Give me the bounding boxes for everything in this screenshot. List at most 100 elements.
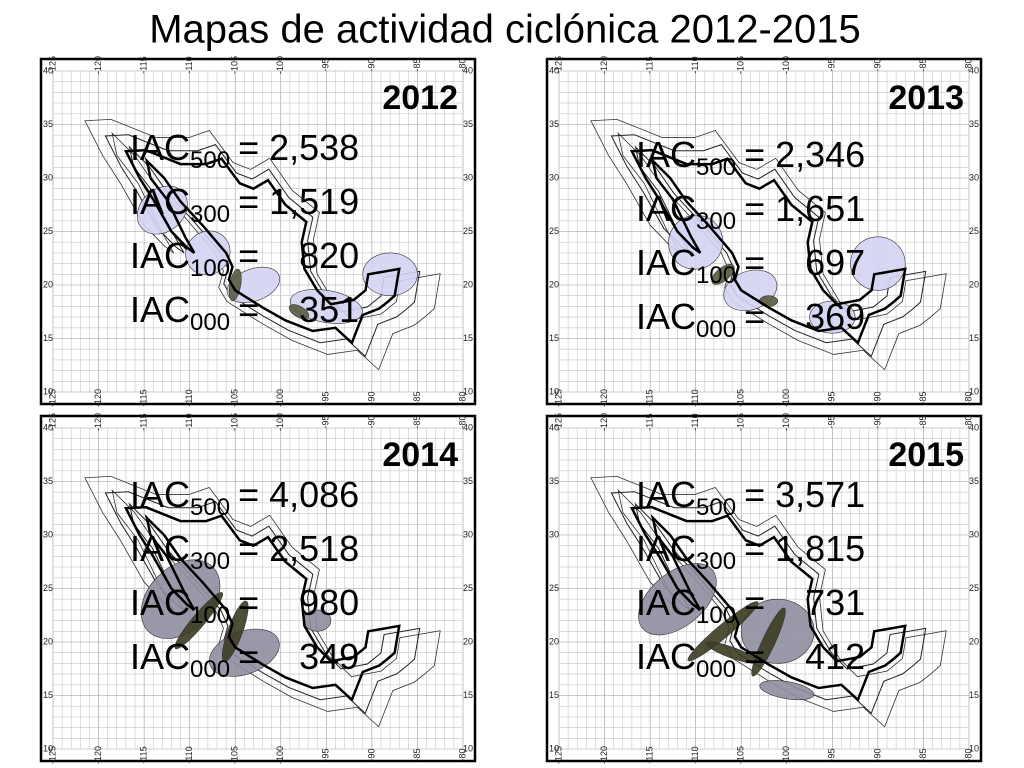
- longitude-label: -90: [366, 748, 376, 761]
- longitude-label: -95: [827, 415, 837, 428]
- latitude-label: 30: [549, 172, 559, 182]
- year-label: 2014: [382, 436, 458, 474]
- coastline: [123, 505, 401, 702]
- iac-subscript: 100: [696, 602, 736, 629]
- longitude-label: -125: [47, 413, 57, 431]
- iac-name: IAC: [130, 528, 190, 569]
- map-panel: -125 -125 -120 -120 -115 -115 -110 -110 -105 -105…: [545, 413, 983, 764]
- iac-line: IAC100 = 980: [130, 582, 359, 630]
- longitude-label: -125: [47, 56, 57, 74]
- iac-value: = 2,346: [744, 134, 865, 175]
- longitude-label: -100: [275, 389, 285, 407]
- latitude-label: 40: [969, 422, 979, 432]
- longitude-label: -90: [872, 391, 882, 404]
- iac-name: IAC: [636, 528, 696, 569]
- longitude-label: -95: [321, 415, 331, 428]
- iac-line: IAC500 = 2,346: [636, 134, 865, 182]
- latitude-label: 10: [549, 386, 559, 396]
- iac-line: IAC300 = 2,518: [130, 528, 359, 576]
- iac-line: IAC500 = 4,086: [130, 474, 359, 522]
- latitude-label: 30: [463, 172, 473, 182]
- iac-subscript: 500: [696, 154, 736, 181]
- longitude-label: -115: [644, 389, 654, 406]
- iac-line: IAC100 = 820: [130, 235, 359, 283]
- iac-line: IAC000 = 369: [636, 296, 865, 344]
- longitude-label: -110: [184, 746, 194, 763]
- longitude-label: -90: [366, 58, 376, 71]
- coastline: [629, 148, 907, 345]
- iac-name: IAC: [130, 582, 190, 623]
- latitude-label: 10: [549, 743, 559, 753]
- iac-line: IAC300 = 1,651: [636, 188, 865, 236]
- cyclone-area: [711, 263, 735, 285]
- iac-name: IAC: [130, 636, 190, 677]
- iac-value: = 820: [238, 235, 359, 276]
- panel-border: [39, 57, 477, 406]
- latitude-label: 15: [969, 333, 979, 343]
- iac-value: = 1,815: [744, 528, 865, 569]
- longitude-label: -110: [184, 413, 194, 430]
- longitude-label: -90: [872, 748, 882, 761]
- latitude-label: 35: [549, 119, 559, 129]
- longitude-label: -105: [230, 746, 240, 764]
- latitude-label: 10: [43, 386, 53, 396]
- longitude-label: -80: [457, 748, 467, 761]
- latitude-label: 10: [463, 386, 473, 396]
- longitude-label: -80: [963, 415, 973, 428]
- latitude-label: 20: [43, 279, 53, 289]
- iac-subscript: 500: [190, 147, 230, 174]
- iac-subscript: 100: [190, 255, 230, 282]
- iac-value: = 1,651: [744, 188, 865, 229]
- latitude-label: 20: [463, 636, 473, 646]
- longitude-label: -120: [599, 746, 609, 764]
- longitude-label: -115: [138, 413, 148, 430]
- longitude-label: -110: [184, 389, 194, 406]
- iac-subscript: 000: [696, 316, 736, 343]
- iac-value: = 2,538: [238, 127, 359, 168]
- iac-value: = 980: [238, 582, 359, 623]
- contour: [84, 118, 441, 371]
- latitude-label: 40: [43, 422, 53, 432]
- longitude-label: -100: [275, 746, 285, 764]
- longitude-label: -120: [599, 389, 609, 407]
- latitude-label: 10: [969, 386, 979, 396]
- contour: [104, 491, 421, 715]
- contour: [84, 475, 441, 728]
- coastline: [123, 148, 401, 345]
- longitude-label: -110: [690, 746, 700, 763]
- longitude-label: -80: [963, 391, 973, 404]
- iac-name: IAC: [636, 636, 696, 677]
- longitude-label: -110: [690, 56, 700, 73]
- iac-name: IAC: [636, 296, 696, 337]
- latitude-label: 25: [43, 583, 53, 593]
- longitude-label: -115: [644, 56, 654, 73]
- iac-line: IAC000 = 349: [130, 636, 359, 684]
- iac-value: = 4,086: [238, 474, 359, 515]
- iac-line: IAC100 = 697: [636, 242, 865, 290]
- iac-subscript: 000: [696, 656, 736, 683]
- cyclone-area: [221, 600, 249, 662]
- longitude-label: -85: [918, 415, 928, 428]
- iac-subscript: 300: [190, 548, 230, 575]
- iac-line: IAC500 = 2,538: [130, 127, 359, 175]
- longitude-label: -115: [138, 389, 148, 406]
- longitude-label: -90: [872, 415, 882, 428]
- latitude-label: 30: [969, 172, 979, 182]
- iac-subscript: 100: [190, 602, 230, 629]
- cyclone-area: [638, 563, 717, 636]
- iac-line: IAC000 = 351: [130, 289, 359, 337]
- latitude-label: 40: [463, 422, 473, 432]
- longitude-label: -80: [963, 748, 973, 761]
- iac-value: = 3,571: [744, 474, 865, 515]
- longitude-label: -100: [275, 413, 285, 431]
- iac-subscript: 300: [696, 548, 736, 575]
- latitude-label: 35: [549, 476, 559, 486]
- latitude-label: 15: [549, 690, 559, 700]
- cyclone-area: [288, 304, 310, 320]
- longitude-label: -100: [781, 746, 791, 764]
- contour: [590, 118, 947, 371]
- longitude-label: -105: [736, 413, 746, 431]
- latitude-label: 15: [549, 333, 559, 343]
- iac-value: = 369: [744, 296, 865, 337]
- latitude-label: 25: [549, 583, 559, 593]
